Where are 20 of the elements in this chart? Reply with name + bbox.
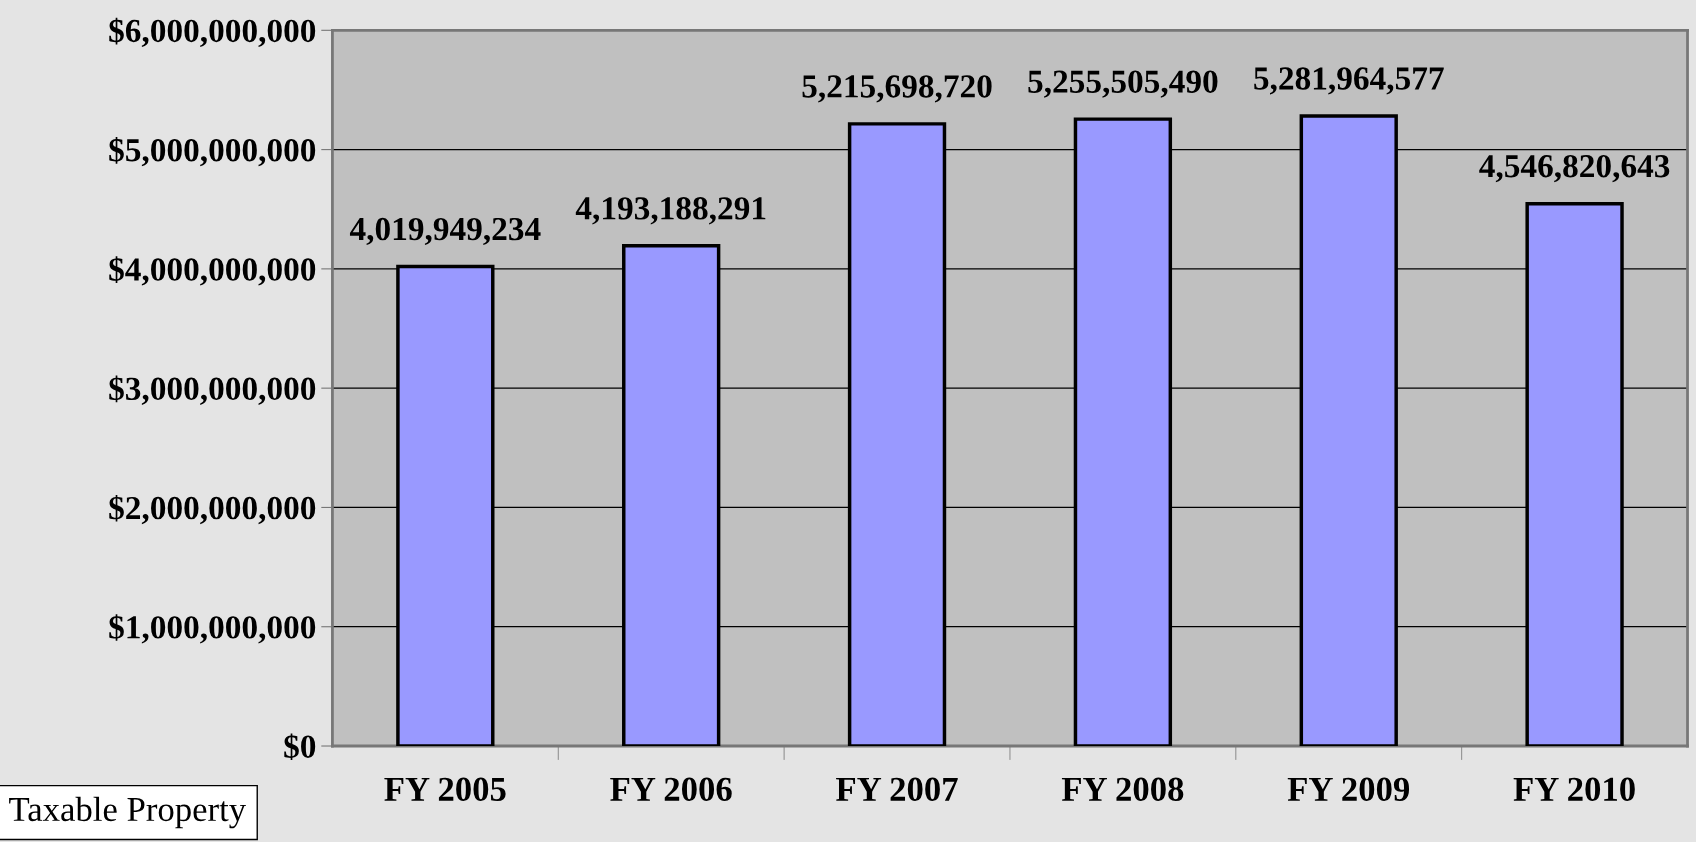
data-label: 4,019,949,234 (349, 217, 541, 246)
x-tick-label: FY 2009 (1287, 777, 1410, 801)
data-label: 4,546,820,643 (1479, 154, 1670, 183)
y-tick-label: $1,000,000,000 (109, 614, 316, 644)
x-tick-label: FY 2006 (610, 777, 732, 801)
data-label: 5,281,964,577 (1254, 67, 1444, 95)
x-tick-label: FY 2008 (1061, 777, 1184, 801)
data-label: 4,193,188,291 (575, 197, 766, 225)
y-tick-label: $4,000,000,000 (109, 256, 316, 286)
y-tick-label: $3,000,000,000 (109, 375, 316, 405)
y-tick-label: $2,000,000,000 (109, 494, 316, 525)
data-label: 5,255,505,490 (1028, 70, 1218, 98)
x-tick-label: FY 2005 (384, 777, 506, 801)
text: Taxable Property (9, 796, 246, 829)
y-tick-label: $0 (284, 733, 316, 761)
x-tick-label: FY 2010 (1513, 777, 1635, 801)
x-tick-label: FY 2007 (836, 777, 958, 801)
data-label: 5,215,698,720 (802, 75, 992, 103)
y-tick-label: $6,000,000,000 (109, 17, 316, 48)
y-tick-label: $5,000,000,000 (109, 137, 316, 167)
